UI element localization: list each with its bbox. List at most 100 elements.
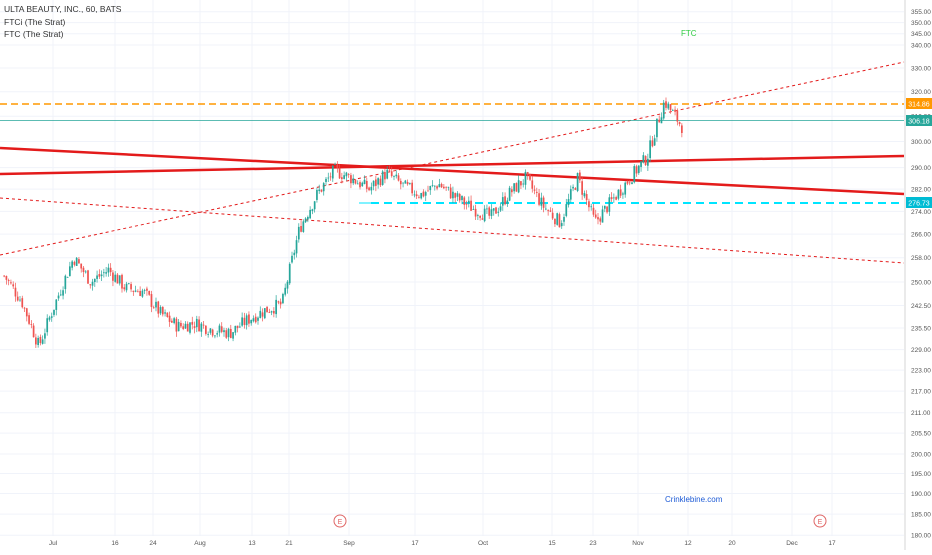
candle — [583, 190, 586, 199]
candle — [458, 192, 461, 203]
y-tick-label: 340.00 — [911, 42, 931, 49]
candle — [481, 214, 484, 220]
candle — [569, 185, 572, 203]
candle — [121, 273, 123, 293]
earnings-marker-sep[interactable]: E — [333, 514, 347, 528]
candle — [438, 178, 441, 188]
candle — [311, 208, 314, 215]
candle — [499, 202, 502, 213]
candle — [87, 269, 89, 284]
candle — [266, 306, 268, 313]
candle — [250, 319, 253, 326]
x-tick-label: 17 — [828, 540, 836, 547]
candle — [427, 185, 429, 192]
candle — [393, 175, 395, 181]
candle — [134, 285, 137, 293]
candle — [309, 206, 311, 220]
candle — [10, 279, 12, 285]
candle — [148, 290, 151, 296]
candle — [572, 184, 574, 192]
x-tick-label: Jul — [49, 540, 58, 547]
y-tick-label: 211.00 — [911, 410, 931, 417]
candle — [368, 186, 370, 192]
candle — [372, 180, 375, 191]
candle — [644, 155, 647, 167]
candle — [268, 308, 271, 314]
candle — [669, 103, 672, 114]
candle — [422, 189, 425, 198]
candle — [588, 198, 590, 212]
candle — [84, 270, 87, 274]
candle — [610, 192, 613, 202]
x-tick-label: Oct — [478, 540, 488, 547]
candle — [50, 312, 53, 322]
candle — [667, 101, 670, 111]
candle — [304, 217, 307, 224]
candle — [585, 190, 588, 206]
candle — [300, 220, 302, 233]
candle — [48, 315, 51, 322]
candle — [322, 182, 325, 196]
candle — [526, 171, 529, 180]
x-tick-label: 20 — [728, 540, 736, 547]
candle — [538, 189, 540, 207]
x-tick-label: Sep — [343, 540, 355, 547]
candle — [415, 190, 418, 200]
y-tick-label: 266.00 — [911, 232, 931, 239]
candle — [295, 235, 298, 258]
candle — [320, 189, 323, 193]
candle — [590, 203, 593, 211]
candle — [540, 192, 543, 210]
candle — [424, 190, 427, 202]
candle — [565, 198, 568, 218]
candle — [307, 215, 309, 223]
candle — [363, 175, 366, 185]
candle — [270, 310, 273, 316]
indicator-ftci[interactable]: FTCi (The Strat) — [4, 17, 66, 27]
candle — [597, 212, 599, 225]
candle — [436, 185, 438, 191]
candle — [243, 312, 246, 329]
y-tick-label: 217.00 — [911, 389, 931, 396]
x-tick-label: 24 — [149, 540, 157, 547]
time-axis: Jul 16 24 Aug 13 21 Sep 17 Oct 15 23 Nov 12 20 Dec 17 — [49, 540, 836, 547]
y-tick-label: 250.00 — [911, 280, 931, 287]
candle — [275, 295, 277, 318]
y-tick-label: 200.00 — [911, 452, 931, 459]
candle — [628, 180, 631, 186]
candle — [497, 207, 500, 217]
y-tick-label: 355.00 — [911, 9, 931, 16]
candle — [454, 192, 457, 203]
candle — [379, 175, 382, 188]
candle — [25, 307, 28, 322]
svg-text:E: E — [338, 519, 343, 526]
y-tick-label: 180.00 — [911, 533, 931, 540]
svg-text:E: E — [818, 519, 823, 526]
candle — [137, 289, 139, 293]
candle — [157, 300, 160, 318]
earnings-marker-dec[interactable]: E — [813, 514, 827, 528]
candle — [649, 135, 651, 162]
candle — [279, 298, 282, 309]
candle — [205, 325, 207, 336]
candle — [184, 321, 187, 330]
symbol-title[interactable]: ULTA BEAUTY, INC., 60, BATS — [4, 4, 122, 14]
candle — [671, 108, 674, 112]
candle — [449, 183, 452, 199]
candle — [653, 134, 656, 147]
candle — [3, 275, 5, 278]
candle — [651, 135, 654, 148]
candle — [239, 322, 241, 328]
candle — [5, 275, 8, 285]
candle — [477, 213, 479, 221]
candle — [495, 206, 497, 214]
candle — [39, 334, 42, 346]
y-tick-label: 185.00 — [911, 512, 931, 519]
y-tick-label: 195.00 — [911, 471, 931, 478]
candle — [71, 259, 73, 271]
candle — [560, 220, 563, 229]
indicator-ftc[interactable]: FTC (The Strat) — [4, 29, 64, 39]
candle — [350, 172, 352, 189]
